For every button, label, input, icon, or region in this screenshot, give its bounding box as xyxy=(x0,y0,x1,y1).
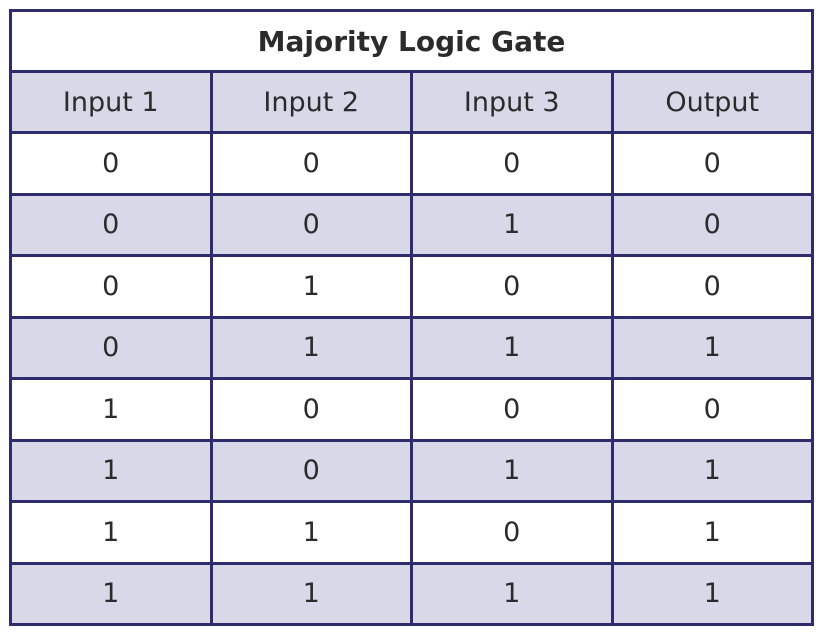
table-cell: 1 xyxy=(610,500,814,565)
table-cell: 0 xyxy=(9,192,213,257)
table-cell: 0 xyxy=(610,254,814,319)
table-cell: 0 xyxy=(410,500,614,565)
table-title: Majority Logic Gate xyxy=(9,9,814,73)
table-cell: 0 xyxy=(209,192,413,257)
table-cell: 1 xyxy=(410,438,614,503)
table-cell: 1 xyxy=(410,561,614,626)
table-cell: 1 xyxy=(410,192,614,257)
column-header: Input 2 xyxy=(209,70,413,134)
table-cell: 0 xyxy=(610,131,814,196)
table-cell: 0 xyxy=(610,377,814,442)
table-cell: 0 xyxy=(209,438,413,503)
table-cell: 0 xyxy=(410,254,614,319)
table-cell: 1 xyxy=(9,377,213,442)
table-cell: 0 xyxy=(9,315,213,380)
table-cell: 0 xyxy=(209,131,413,196)
table-cell: 0 xyxy=(410,131,614,196)
table-cell: 1 xyxy=(209,254,413,319)
truth-table: Majority Logic Gate Input 1 Input 2 Input … xyxy=(9,9,814,626)
table-cell: 0 xyxy=(209,377,413,442)
table-cell: 1 xyxy=(410,315,614,380)
table-cell: 1 xyxy=(610,438,814,503)
table-cell: 1 xyxy=(610,315,814,380)
table-cell: 0 xyxy=(9,254,213,319)
table-cell: 0 xyxy=(410,377,614,442)
table-cell: 1 xyxy=(209,561,413,626)
header-row: Input 1 Input 2 Input 3 Output xyxy=(9,70,814,134)
column-header: Output xyxy=(610,70,814,134)
table-cell: 0 xyxy=(610,192,814,257)
table-cell: 1 xyxy=(9,561,213,626)
column-header: Input 3 xyxy=(410,70,614,134)
table-cell: 1 xyxy=(610,561,814,626)
table-cell: 1 xyxy=(209,500,413,565)
table-cell: 1 xyxy=(9,500,213,565)
table-cell: 1 xyxy=(9,438,213,503)
column-header: Input 1 xyxy=(9,70,213,134)
table-cell: 1 xyxy=(209,315,413,380)
table-cell: 0 xyxy=(9,131,213,196)
